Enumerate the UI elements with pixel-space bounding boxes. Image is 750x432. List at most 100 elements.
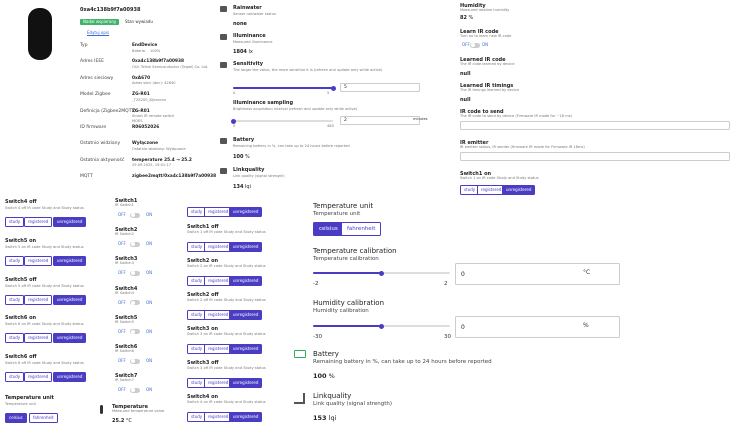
- expose-name: Switch1: [115, 198, 138, 204]
- ir-button[interactable]: unregistered: [229, 344, 263, 354]
- unit-button[interactable]: celsius: [5, 413, 27, 423]
- toggle[interactable]: [130, 358, 140, 364]
- ir-button[interactable]: registered: [24, 217, 53, 227]
- toggle-on[interactable]: ON: [146, 299, 153, 305]
- toggle-on[interactable]: ON: [146, 212, 153, 217]
- ir-button[interactable]: unregistered: [229, 412, 263, 422]
- ir-button[interactable]: unregistered: [53, 294, 87, 305]
- toggle-on[interactable]: ON: [146, 328, 153, 334]
- toggle-off[interactable]: OFF: [118, 241, 126, 247]
- slider-fill: [233, 87, 333, 89]
- toggle[interactable]: [130, 387, 140, 393]
- ir-button[interactable]: registered: [24, 255, 53, 266]
- toggle[interactable]: [470, 42, 480, 48]
- toggle[interactable]: [130, 241, 140, 247]
- toggle[interactable]: [130, 270, 140, 276]
- row-sub: 100%: [150, 48, 161, 53]
- row-value: ZG-R01: [132, 108, 150, 114]
- toggle-off[interactable]: OFF: [118, 328, 126, 334]
- expose-desc: IR Switch2: [115, 232, 134, 237]
- ir-button[interactable]: study: [5, 333, 25, 344]
- number-input[interactable]: 5: [340, 83, 420, 92]
- text-input[interactable]: [460, 121, 730, 130]
- expose-desc: Humidity calibration: [313, 308, 369, 314]
- text-input[interactable]: [460, 152, 730, 161]
- ir-button[interactable]: unregistered: [229, 276, 263, 286]
- unit-button[interactable]: fahrenheit: [341, 222, 382, 236]
- slider[interactable]: [230, 118, 333, 124]
- ir-button[interactable]: unregistered: [502, 185, 536, 195]
- toggle-on[interactable]: ON: [146, 358, 153, 363]
- expose-desc: IR Switch4: [115, 290, 134, 295]
- ir-button[interactable]: study: [5, 255, 25, 266]
- expose-name: Switch7: [115, 373, 138, 380]
- toggle-off[interactable]: OFF: [118, 212, 126, 217]
- ir-button[interactable]: registered: [24, 294, 53, 305]
- ir-button[interactable]: unregistered: [53, 217, 87, 227]
- ir-button[interactable]: unregistered: [229, 310, 263, 320]
- slider[interactable]: [313, 323, 450, 329]
- unit-button[interactable]: fahrenheit: [29, 413, 58, 423]
- toggle-on[interactable]: ON: [482, 42, 489, 47]
- ir-button[interactable]: unregistered: [229, 242, 263, 252]
- ir-button[interactable]: unregistered: [53, 333, 87, 344]
- row-sub: _TZE200_8ljvnnmn: [132, 97, 167, 102]
- toggle-off[interactable]: OFF: [118, 299, 126, 305]
- row-sub: Bateria: [132, 48, 145, 53]
- expose-desc: IR Switch3: [115, 261, 134, 266]
- number-input[interactable]: 0: [455, 316, 620, 338]
- ir-button[interactable]: unregistered: [53, 255, 87, 266]
- slider-knob[interactable]: [379, 323, 384, 329]
- slider-max: 480: [327, 124, 334, 128]
- expose-desc: Switch 3 on IR code Study and Study stat…: [187, 332, 266, 336]
- ir-button[interactable]: unregistered: [229, 207, 263, 217]
- number-input[interactable]: 2: [340, 116, 420, 125]
- slider-max: 30: [444, 334, 451, 340]
- expose-desc: Switch 5 off IR code Study and Study sta…: [5, 283, 84, 288]
- toggle-off[interactable]: OFF: [118, 358, 126, 363]
- row-label: Adres IEEE: [80, 59, 105, 65]
- ir-button[interactable]: study: [5, 372, 25, 383]
- expose-desc: IR Switch5: [115, 319, 134, 324]
- toggle-off[interactable]: OFF: [118, 270, 126, 276]
- ir-button[interactable]: unregistered: [229, 378, 263, 388]
- value: 100 %: [313, 373, 335, 380]
- ir-button[interactable]: study: [5, 217, 25, 227]
- expose-name: Switch4 on: [187, 394, 219, 400]
- expose-desc: Remaining battery in %, can take up to 2…: [233, 144, 350, 148]
- number-input[interactable]: 0: [455, 263, 620, 285]
- toggle-off[interactable]: OFF: [118, 387, 126, 393]
- link[interactable]: Edytuj opis: [87, 30, 110, 35]
- toggle[interactable]: [130, 212, 140, 218]
- row-label: Model Zigbee: [80, 92, 111, 98]
- ir-button[interactable]: unregistered: [53, 372, 87, 383]
- toggle-on[interactable]: ON: [146, 387, 153, 393]
- row-value: ZG-R01: [132, 92, 150, 98]
- value: 153 lqi: [313, 415, 336, 422]
- slider-knob[interactable]: [230, 118, 236, 124]
- slider-knob[interactable]: [379, 270, 384, 276]
- toggle[interactable]: [130, 300, 140, 306]
- row-label: Typ: [80, 43, 88, 48]
- expose-name: Illuminance sampling: [233, 100, 294, 106]
- toggle[interactable]: [130, 329, 140, 335]
- expose-name: Switch3: [115, 256, 138, 263]
- toggle-off[interactable]: OFF: [462, 42, 470, 47]
- toggle-on[interactable]: ON: [146, 241, 153, 247]
- row-sub: MOES: [132, 118, 143, 123]
- slider[interactable]: [233, 85, 336, 91]
- slider-max: 5: [327, 91, 330, 95]
- ir-button[interactable]: study: [5, 294, 25, 305]
- toggle-on[interactable]: ON: [146, 270, 153, 276]
- expose-desc: Switch 3 off IR code Study and Study sta…: [187, 366, 266, 370]
- slider[interactable]: [313, 270, 450, 276]
- unit-button[interactable]: celsius: [313, 222, 344, 236]
- slider-knob[interactable]: [330, 85, 336, 91]
- row-value: 0xa4c138b9f7a00938: [132, 59, 184, 65]
- expose-desc: Measured relative humidity: [460, 8, 510, 12]
- ir-button[interactable]: registered: [24, 333, 53, 344]
- ir-button[interactable]: registered: [24, 372, 53, 383]
- value-number: 82: [460, 15, 467, 21]
- expose-name: Switch1 off: [187, 224, 219, 230]
